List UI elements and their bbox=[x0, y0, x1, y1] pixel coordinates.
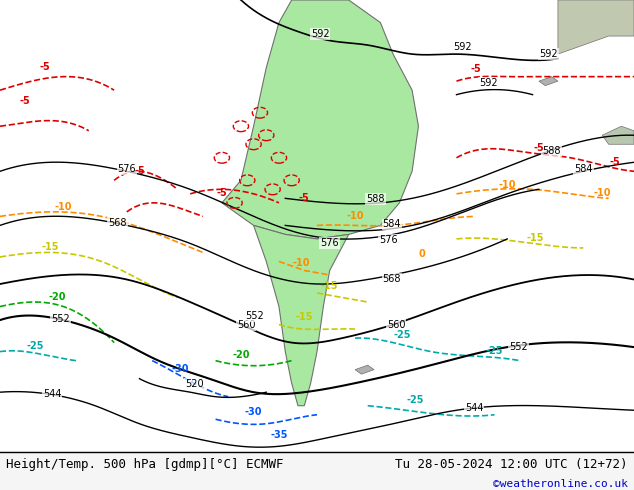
Text: -10: -10 bbox=[498, 180, 516, 190]
Text: -5: -5 bbox=[470, 64, 481, 74]
Text: -10: -10 bbox=[346, 211, 364, 220]
Text: 576: 576 bbox=[378, 235, 398, 245]
Polygon shape bbox=[558, 0, 634, 54]
Polygon shape bbox=[539, 76, 558, 86]
Polygon shape bbox=[355, 365, 374, 374]
Text: 592: 592 bbox=[453, 42, 472, 52]
Text: Tu 28-05-2024 12:00 UTC (12+72): Tu 28-05-2024 12:00 UTC (12+72) bbox=[395, 458, 628, 471]
Text: -20: -20 bbox=[232, 350, 250, 360]
Polygon shape bbox=[602, 126, 634, 144]
Text: 0: 0 bbox=[418, 249, 425, 259]
Text: 552: 552 bbox=[51, 314, 70, 324]
Text: -30: -30 bbox=[245, 407, 262, 416]
Text: 576: 576 bbox=[320, 239, 339, 248]
Text: 552: 552 bbox=[509, 342, 528, 352]
Text: 576: 576 bbox=[117, 164, 136, 174]
Text: 592: 592 bbox=[539, 49, 558, 59]
Text: -10: -10 bbox=[593, 188, 611, 198]
Text: -15: -15 bbox=[295, 312, 313, 322]
Text: 584: 584 bbox=[574, 164, 593, 174]
Text: 592: 592 bbox=[479, 78, 498, 88]
Text: -25: -25 bbox=[406, 395, 424, 405]
Text: -5: -5 bbox=[217, 188, 227, 198]
Text: -25: -25 bbox=[486, 346, 503, 356]
Text: Height/Temp. 500 hPa [gdmp][°C] ECMWF: Height/Temp. 500 hPa [gdmp][°C] ECMWF bbox=[6, 458, 284, 471]
Text: -10: -10 bbox=[292, 258, 310, 268]
Text: -5: -5 bbox=[534, 143, 544, 153]
Text: -5: -5 bbox=[299, 193, 309, 202]
Text: -20: -20 bbox=[48, 292, 66, 302]
Text: -5: -5 bbox=[134, 166, 145, 175]
Text: ©weatheronline.co.uk: ©weatheronline.co.uk bbox=[493, 479, 628, 489]
Text: 552: 552 bbox=[245, 311, 264, 320]
Text: -15: -15 bbox=[42, 242, 60, 252]
Polygon shape bbox=[222, 0, 418, 239]
Text: -10: -10 bbox=[55, 201, 72, 212]
Text: 568: 568 bbox=[382, 273, 401, 284]
Text: 592: 592 bbox=[311, 29, 330, 39]
Text: 560: 560 bbox=[387, 319, 406, 330]
Text: 520: 520 bbox=[185, 379, 204, 389]
Text: -30: -30 bbox=[172, 364, 190, 374]
Text: -35: -35 bbox=[270, 430, 288, 440]
Text: -5: -5 bbox=[610, 156, 620, 167]
Text: -25: -25 bbox=[26, 342, 44, 351]
Text: 544: 544 bbox=[465, 403, 484, 413]
Text: -25: -25 bbox=[394, 330, 411, 340]
Text: -5: -5 bbox=[39, 62, 49, 72]
Polygon shape bbox=[254, 225, 349, 406]
Text: 588: 588 bbox=[366, 194, 385, 204]
Text: 584: 584 bbox=[382, 220, 401, 229]
Text: -5: -5 bbox=[20, 96, 30, 106]
Text: 568: 568 bbox=[108, 218, 127, 228]
Text: 544: 544 bbox=[42, 390, 61, 399]
Text: 588: 588 bbox=[542, 146, 561, 156]
Text: 560: 560 bbox=[236, 320, 256, 330]
Text: -15: -15 bbox=[527, 233, 545, 243]
Text: -15: -15 bbox=[321, 280, 339, 291]
